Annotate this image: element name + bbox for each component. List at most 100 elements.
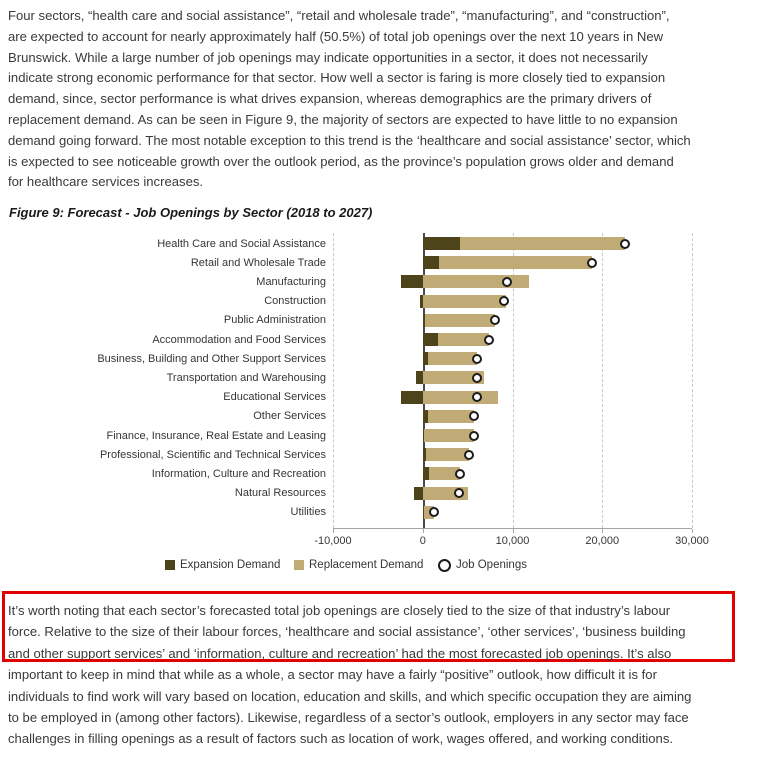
category-label: Other Services — [253, 410, 326, 423]
category-label: Retail and Wholesale Trade — [190, 256, 326, 269]
x-tick-mark — [512, 529, 518, 533]
text-line: Four sectors, “health care and social as… — [8, 8, 670, 23]
replacement-demand-swatch-icon — [294, 560, 304, 570]
job-openings-marker — [472, 372, 483, 383]
x-tick-label: 10,000 — [495, 535, 530, 547]
replacement-bar — [460, 237, 625, 250]
grid-line — [512, 233, 514, 528]
job-openings-marker — [502, 276, 513, 287]
expansion-bar — [413, 486, 423, 500]
job-openings-marker — [587, 257, 598, 268]
expansion-bar — [422, 333, 438, 346]
chart-plot-area — [333, 233, 693, 529]
text-line: indicate strong economic performance for… — [8, 70, 666, 86]
expansion-bar — [422, 352, 429, 366]
category-label: Accommodation and Food Services — [152, 333, 326, 346]
category-label: Finance, Insurance, Real Estate and Leas… — [106, 429, 326, 442]
text-line: is expected to see noticeable growth ove… — [8, 153, 674, 169]
grid-line — [602, 233, 604, 528]
expansion-bar — [422, 505, 424, 519]
text-line: demand, since, sector performance is wha… — [8, 91, 652, 107]
replacement-bar — [438, 333, 490, 346]
text-line: challenges in filling openings as a resu… — [8, 731, 674, 747]
category-label: Utilities — [290, 506, 326, 519]
replacement-bar — [438, 256, 593, 270]
job-openings-marker — [619, 238, 630, 249]
category-label: Business, Building and Other Support Ser… — [97, 352, 326, 365]
expansion-bar — [401, 390, 423, 404]
legend-item-expansion: Expansion Demand — [165, 556, 280, 574]
text-line: replacement demand. As can be seen in Fi… — [8, 111, 678, 127]
replacement-bar — [428, 352, 478, 366]
expansion-bar — [422, 237, 461, 250]
category-label: Health Care and Social Assistance — [157, 237, 326, 250]
intro-paragraph: Four sectors, “health care and social as… — [8, 6, 756, 193]
category-label: Information, Culture and Recreation — [151, 467, 326, 480]
job-openings-marker — [453, 488, 464, 499]
expansion-bar — [422, 313, 425, 327]
category-label: Professional, Scientific and Technical S… — [99, 448, 326, 461]
category-label: Educational Services — [223, 391, 326, 404]
replacement-bar — [422, 294, 507, 308]
x-tick-mark — [333, 529, 338, 533]
job-openings-marker — [490, 315, 501, 326]
expansion-bar — [422, 448, 427, 462]
category-label: Transportation and Warehousing — [166, 371, 326, 384]
expansion-bar — [420, 294, 423, 308]
text-line: force. Relative to the size of their lab… — [8, 624, 686, 640]
legend-label-replacement: Replacement Demand — [309, 559, 424, 571]
replacement-bar — [422, 371, 484, 385]
replacement-bar — [422, 390, 499, 404]
grid-line — [692, 233, 693, 528]
category-label: Public Administration — [223, 314, 326, 327]
text-line: and other support services’ and ‘informa… — [8, 645, 672, 661]
x-tick-mark — [692, 529, 697, 533]
job-openings-marker — [471, 392, 482, 403]
text-line: are expected to account for nearly appro… — [8, 28, 664, 44]
job-openings-marker — [468, 411, 479, 422]
job-openings-marker — [463, 449, 474, 460]
x-tick-mark — [422, 529, 428, 533]
expansion-bar — [422, 409, 429, 423]
replacement-bar — [429, 467, 461, 481]
replacement-bar — [426, 448, 469, 462]
figure-title: Figure 9: Forecast - Job Openings by Sec… — [9, 205, 373, 220]
job-openings-marker — [498, 296, 509, 307]
legend-label-expansion: Expansion Demand — [180, 559, 281, 571]
expansion-demand-swatch-icon — [165, 560, 175, 570]
replacement-bar — [423, 429, 474, 442]
category-label: Construction — [264, 295, 326, 308]
text-line: for healthcare services increases. — [8, 174, 204, 190]
x-tick-label: 20,000 — [585, 535, 620, 547]
job-openings-marker — [472, 353, 483, 364]
text-line: important to keep in mind that while as … — [8, 667, 657, 683]
closing-paragraph: It’s worth noting that each sector’s for… — [8, 600, 756, 750]
job-openings-chart: Health Care and Social Assistance Retail … — [97, 233, 709, 572]
text-line: individuals to find work will vary based… — [8, 688, 692, 704]
highlight-box — [2, 591, 735, 662]
job-openings-marker — [455, 468, 466, 479]
legend-item-openings: Job Openings — [438, 556, 527, 574]
job-openings-marker — [468, 430, 479, 441]
legend-label-openings: Job Openings — [456, 559, 527, 571]
x-tick-label: 0 — [419, 535, 426, 547]
replacement-bar — [424, 313, 496, 327]
job-openings-marker — [484, 334, 495, 345]
expansion-bar — [422, 256, 439, 270]
job-openings-marker — [428, 507, 439, 518]
chart-legend: Expansion Demand Replacement Demand Job … — [0, 556, 762, 574]
text-line: to be employed in (among other factors).… — [8, 710, 689, 726]
text-line: It’s worth noting that each sector’s for… — [8, 603, 671, 618]
category-label: Manufacturing — [256, 275, 326, 288]
replacement-bar — [428, 409, 474, 423]
replacement-bar — [422, 275, 529, 289]
expansion-bar — [422, 429, 424, 442]
x-tick-label: 30,000 — [675, 535, 709, 547]
text-line: Brunswick. While a large number of job o… — [8, 49, 648, 65]
category-label: Natural Resources — [234, 487, 326, 500]
legend-item-replacement: Replacement Demand — [294, 556, 423, 574]
grid-line — [333, 233, 334, 528]
text-line: demand going forward. The most notable e… — [8, 132, 691, 148]
job-openings-circle-icon — [438, 558, 451, 572]
